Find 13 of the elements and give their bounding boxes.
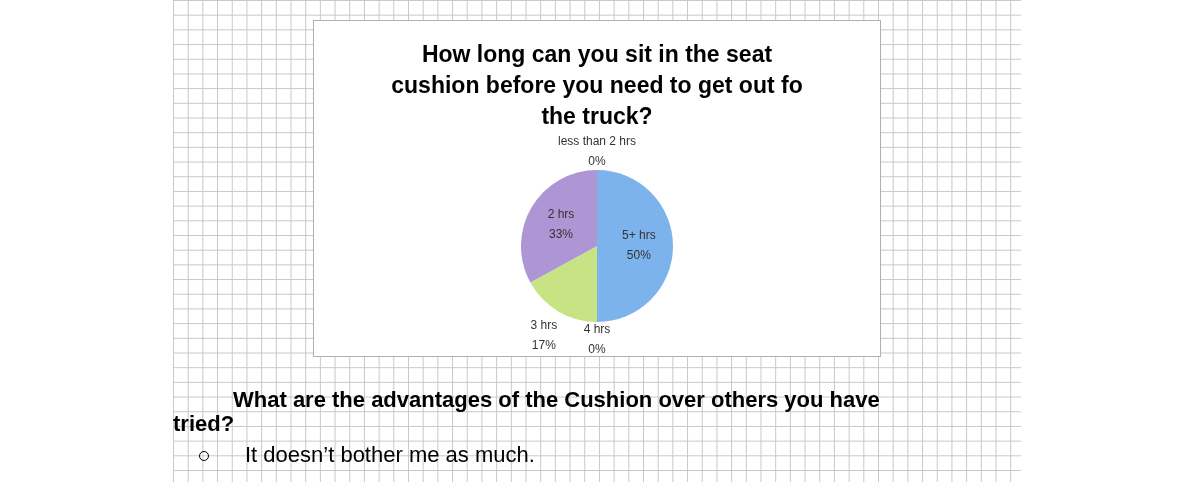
slice-label: 3 hrs <box>530 318 558 333</box>
category-label: less than 2 hrs <box>557 134 637 149</box>
data-label: 50% <box>626 248 652 263</box>
slice-label: 2 hrs <box>547 207 575 222</box>
chart-title: How long can you sit in the seat cushion before you need to get out fo the truck? <box>390 40 804 131</box>
text: 0% <box>588 154 606 169</box>
text: 0% <box>588 342 606 357</box>
text: It doesn’t bother me as much. <box>245 442 535 467</box>
slice-label: 5+ hrs <box>621 228 656 243</box>
text: What are the advantages of the Cushion over others you have tried? <box>173 387 881 436</box>
data-label: 33% <box>549 227 574 242</box>
category-label: 4 hrs <box>583 322 611 337</box>
data-label: 17% <box>531 338 557 353</box>
